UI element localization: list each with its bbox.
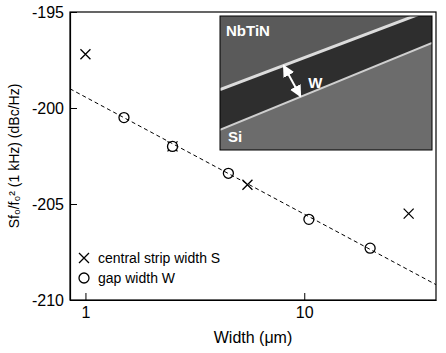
point [80, 49, 90, 59]
y-tick-label: -210 [32, 292, 64, 309]
legend-label: central strip width S [98, 250, 220, 266]
y-tick-mark [70, 204, 77, 205]
y-tick-label: -200 [32, 100, 64, 117]
y-tick-label: -205 [32, 196, 64, 213]
inset-edge [220, 43, 432, 130]
plot-area [70, 49, 436, 284]
point [242, 180, 252, 190]
legend-label: gap width W [98, 270, 176, 286]
point [168, 141, 178, 151]
fit-line [70, 89, 436, 285]
x-tick-mark [85, 293, 86, 300]
inset-label: W [308, 74, 323, 91]
x-tick-label: 10 [296, 304, 314, 321]
x-tick: 10 [296, 293, 314, 321]
legend-marker [79, 273, 89, 283]
y-tick-mark [70, 108, 77, 109]
inset: NbTiN Si W [220, 9, 432, 150]
x-axis-title: Width (μm) [214, 329, 293, 346]
inset-border [220, 16, 432, 150]
y-tick-label: -195 [32, 4, 64, 21]
x-axis: 1 10 [71, 293, 437, 321]
point [119, 113, 129, 123]
point [404, 209, 414, 219]
inset-edge [220, 16, 432, 90]
point [168, 141, 178, 151]
inset-label: Si [228, 128, 242, 145]
point [223, 168, 233, 178]
inset-label: NbTiN [226, 22, 270, 39]
legend: central strip width S gap width W [79, 250, 220, 286]
x-tick-label: 1 [81, 304, 90, 321]
x-tick: 1 [81, 293, 90, 321]
y-axis-title: Sf₀/f₀² (1 kHz) (dBc/Hz) [6, 84, 22, 229]
chart: 1 10 -210 -205 -200 -195 Width (μm) Sf₀/f₀² (1 … [0, 0, 446, 353]
x-tick-mark [304, 293, 305, 300]
background [0, 0, 446, 353]
inset-arrow [284, 66, 301, 97]
point [304, 214, 314, 224]
legend-marker [79, 253, 89, 263]
inset-substrate [220, 43, 432, 150]
